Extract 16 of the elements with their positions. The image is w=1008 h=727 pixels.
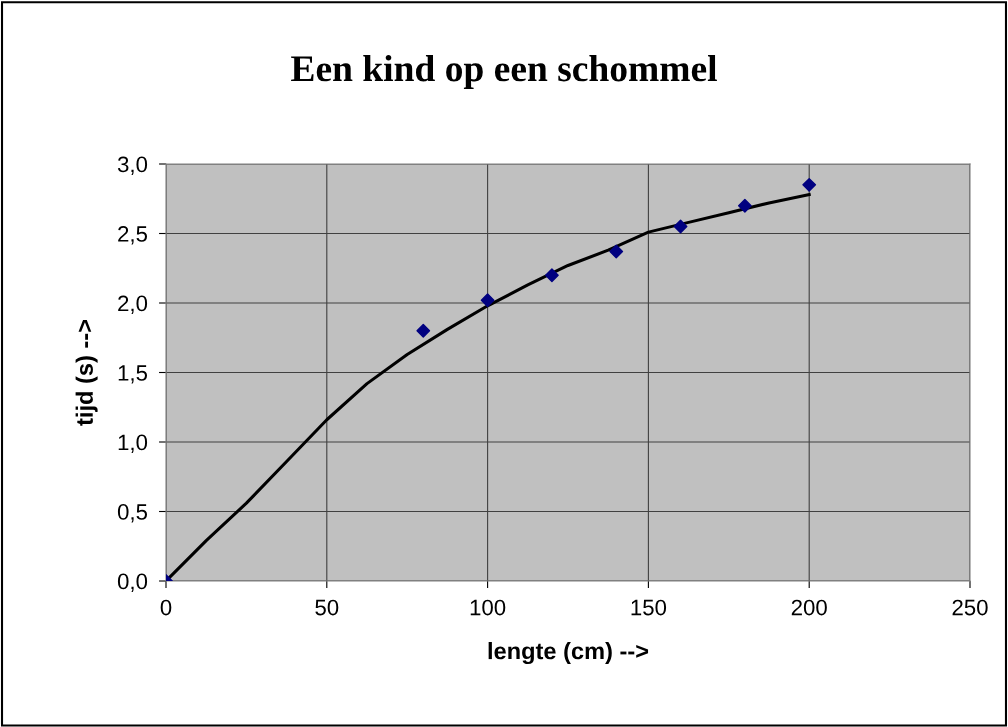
y-tick-label: 0,0 [117, 573, 148, 592]
x-tick-label: 100 [470, 599, 506, 616]
x-tick-label: 250 [952, 599, 988, 616]
y-tick-label: 2,5 [118, 226, 148, 245]
y-tick-label: 3,0 [117, 156, 148, 175]
x-axis-title: lengte (cm) --> [488, 641, 649, 665]
x-tick-label: 50 [315, 599, 339, 616]
y-tick-label: 0,5 [117, 504, 148, 523]
y-tick-label: 1,0 [118, 434, 148, 453]
y-tick-label: 1,5 [118, 365, 148, 384]
x-tick-label: 150 [631, 599, 667, 616]
y-axis-title: tijd (s) --> [75, 320, 98, 426]
x-tick-label: 200 [791, 599, 827, 616]
x-tick-label: 0 [160, 599, 172, 616]
y-tick-label: 2,0 [118, 295, 148, 314]
chart-title: Een kind op een schommel [291, 55, 717, 89]
